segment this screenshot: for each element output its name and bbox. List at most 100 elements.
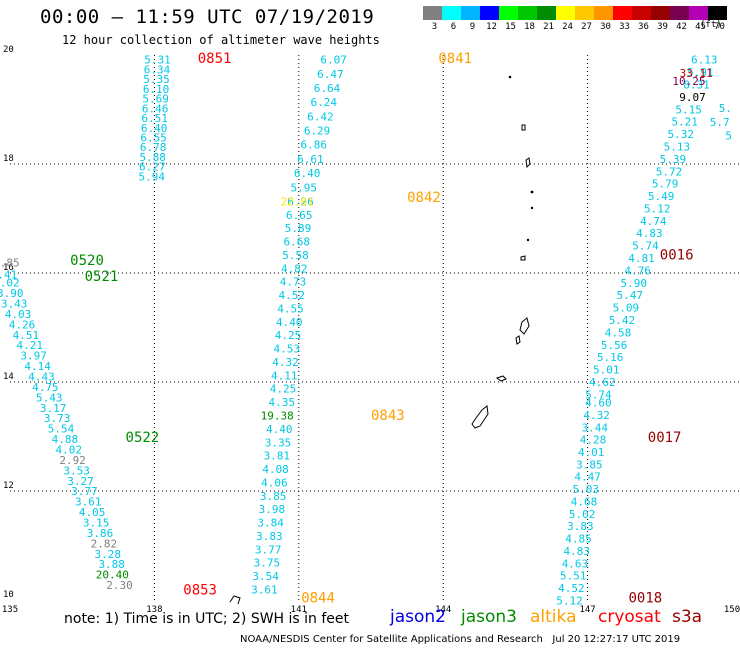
- footer-credit: NOAA/NESDIS Center for Satellite Applica…: [240, 634, 680, 645]
- swh-value: 3.86: [87, 527, 114, 540]
- legend-swatch-24: [556, 6, 575, 20]
- swh-value: 5.16: [597, 351, 624, 364]
- swh-value: 4.26: [9, 318, 36, 331]
- x-tick-147: 147: [579, 605, 595, 615]
- swh-value: 3.77: [255, 543, 282, 556]
- legend-unit: (ft): [700, 20, 722, 30]
- legend-label-39: 39: [657, 22, 668, 32]
- y-tick-18: 18: [3, 154, 14, 164]
- swh-value: 4.08: [262, 463, 289, 476]
- swh-value: 4.60: [585, 397, 612, 410]
- swh-value: 6.61: [297, 153, 324, 166]
- pass-label-0016: 0016: [660, 247, 694, 263]
- swh-value: 5.31: [144, 54, 171, 67]
- pass-label-0842: 0842: [407, 190, 441, 206]
- swh-value: 5.94: [138, 170, 165, 183]
- swh-value: 3.85: [260, 490, 287, 503]
- swh-value: 3.84: [257, 517, 284, 530]
- swh-value: 22.01: [281, 195, 314, 208]
- legend-label-6: 6: [451, 22, 456, 32]
- swh-value: 3.61: [75, 496, 102, 509]
- swh-value: 4.28: [580, 434, 607, 447]
- island-tinian: [515, 335, 521, 345]
- swh-value: 20.40: [96, 569, 129, 582]
- island-saipan: [519, 317, 530, 335]
- swh-value: 4.32: [583, 409, 610, 422]
- legend-label-33: 33: [619, 22, 630, 32]
- y-tick-20: 20: [3, 45, 14, 55]
- swh-value: 4.83: [636, 227, 663, 240]
- swh-value: 6.55: [140, 131, 167, 144]
- legend-swatch-36: [632, 6, 651, 20]
- altimeter-tracks: 5.316.345.356.105.696.466.516.406.556.78…: [0, 54, 732, 608]
- swh-value: 6.24: [310, 96, 337, 109]
- swh-value: 4.63: [562, 557, 589, 570]
- swh-value: 2.82: [91, 537, 118, 550]
- pass-label-0522: 0522: [126, 430, 160, 446]
- swh-value: 3.83: [567, 520, 594, 533]
- legend-label-36: 36: [638, 22, 649, 32]
- swh-value: 8.31: [683, 79, 710, 92]
- legend-label-24: 24: [562, 22, 573, 32]
- island-dot-4: [526, 238, 530, 242]
- swh-value: 5.56: [601, 339, 628, 352]
- legend-swatch-30: [594, 6, 613, 20]
- coast-fragment: [229, 595, 241, 605]
- swh-value: 6.86: [301, 139, 328, 152]
- sat-label-jason2: jason2: [390, 607, 446, 627]
- legend-label-9: 9: [470, 22, 475, 32]
- swh-value: 3.85: [576, 458, 603, 471]
- footer-note: note: 1) Time is in UTC; 2) SWH is in fe…: [64, 611, 350, 627]
- y-tick-14: 14: [3, 372, 14, 382]
- sat-label-altika: altika: [530, 607, 577, 627]
- swh-value: 4.75: [32, 381, 59, 394]
- swh-value: 3.81: [264, 450, 291, 463]
- swh-value: 5: [725, 129, 732, 142]
- island-pagan: [525, 157, 531, 169]
- legend-label-3: 3: [432, 22, 437, 32]
- swh-value: 3.73: [44, 412, 71, 425]
- swh-value: 3.17: [40, 402, 67, 415]
- swh-value: 5.: [719, 102, 732, 115]
- swh-value: 2.92: [59, 454, 86, 467]
- swh-value: 5.42: [609, 314, 636, 327]
- swh-value: 4.73: [280, 276, 307, 289]
- swh-value: 4.03: [5, 308, 32, 321]
- swh-value: 5.01: [593, 364, 620, 377]
- swh-value: 3.90: [0, 287, 24, 300]
- island-agrihan: [521, 124, 526, 131]
- swh-value: 5.74: [632, 240, 659, 253]
- island-dot-3: [530, 206, 534, 210]
- swh-value: 6.46: [142, 102, 169, 115]
- swh-value: 4.85: [565, 533, 592, 546]
- track-jason3-0851: 5.316.345.356.105.696.466.516.406.556.78…: [138, 54, 170, 184]
- swh-value: 5.91: [687, 66, 714, 79]
- swh-value: 6.40: [294, 167, 321, 180]
- legend-swatch-9: [461, 6, 480, 20]
- color-legend: 3 6 9 12 15 18 21 24 27 30 33 36 39 42 45 70: [423, 6, 727, 32]
- swh-value: 3.88: [98, 558, 125, 571]
- track-altika-0520: 2.856.41: [0, 256, 20, 281]
- legend-swatch-12: [480, 6, 499, 20]
- swh-value: 9.07: [679, 91, 706, 104]
- swh-value: 5.35: [143, 73, 170, 86]
- swh-value: 6.41: [0, 268, 17, 281]
- swh-value: 4.06: [261, 476, 288, 489]
- swh-value: 6.40: [141, 122, 168, 135]
- pass-label-0018: 0018: [629, 591, 663, 607]
- swh-value: 6.47: [317, 68, 344, 81]
- legend-swatch-70: [708, 6, 727, 20]
- swh-value: 6.51: [141, 112, 168, 125]
- swh-value: 4.76: [624, 264, 651, 277]
- x-tick-150: 150: [724, 605, 740, 615]
- swh-value: 6.68: [283, 236, 310, 249]
- swh-value: 5.54: [48, 423, 75, 436]
- swh-value: 6.78: [140, 141, 167, 154]
- swh-value: 4.83: [564, 545, 591, 558]
- pass-label-0843: 0843: [371, 408, 405, 424]
- swh-value: 4.14: [24, 360, 51, 373]
- pass-label-0521: 0521: [85, 269, 119, 285]
- swh-value: 5.58: [282, 249, 309, 262]
- swh-value: 5.43: [36, 391, 63, 404]
